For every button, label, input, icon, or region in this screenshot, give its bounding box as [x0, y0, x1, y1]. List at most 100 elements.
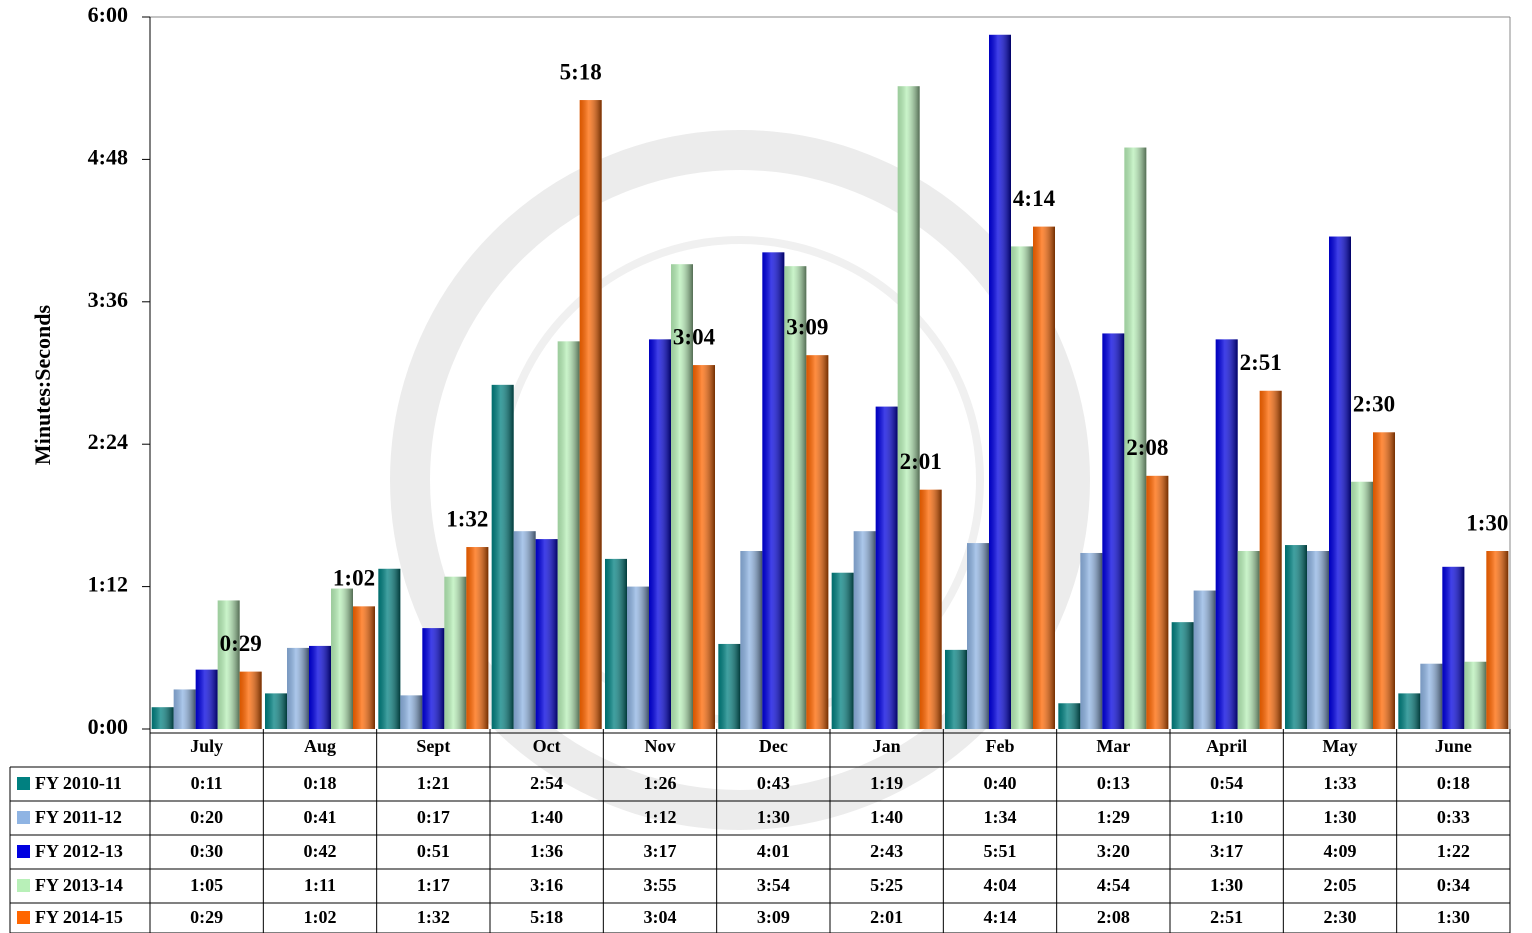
bar-shade — [945, 649, 967, 729]
table-cell: 4:14 — [984, 907, 1017, 927]
x-tick-label: Aug — [304, 736, 336, 756]
table-cell: 0:17 — [417, 807, 450, 827]
bar-shade — [1033, 226, 1055, 729]
table-cell: 1:29 — [1097, 807, 1130, 827]
bar-shade — [671, 264, 693, 729]
legend-label: FY 2013-14 — [35, 875, 123, 895]
table-cell: 0:11 — [191, 773, 223, 793]
table-cell: 2:05 — [1324, 875, 1357, 895]
bar-shade — [491, 384, 514, 729]
bar-shade — [784, 266, 807, 729]
table-cell: 1:33 — [1324, 773, 1357, 793]
data-label: 2:08 — [1126, 435, 1168, 460]
x-tick-label: Nov — [645, 736, 676, 756]
bar-shade — [1373, 432, 1395, 729]
legend-swatch — [17, 911, 30, 924]
table-cell: 0:34 — [1437, 875, 1470, 895]
bar-shade — [239, 671, 262, 729]
table-cell: 1:40 — [530, 807, 563, 827]
table-cell: 0:43 — [757, 773, 790, 793]
data-label: 3:04 — [673, 324, 716, 349]
bar-shade — [627, 586, 649, 729]
table-cell: 1:26 — [644, 773, 677, 793]
data-label: 2:51 — [1240, 350, 1282, 375]
bar-shade — [1307, 551, 1329, 729]
bar-shade — [331, 588, 353, 729]
table-cell: 0:41 — [304, 807, 337, 827]
table-cell: 1:11 — [304, 875, 336, 895]
y-tick-label: 2:24 — [88, 429, 128, 454]
table-cell: 1:30 — [1210, 875, 1243, 895]
bar-shade — [287, 647, 309, 729]
data-label: 2:30 — [1353, 392, 1395, 417]
bar-shade — [989, 34, 1011, 730]
bar-shade — [1486, 551, 1509, 729]
legend-swatch — [17, 811, 30, 824]
table-cell: 3:17 — [1210, 841, 1243, 861]
x-tick-label: Jan — [873, 736, 901, 756]
bar-shade — [605, 558, 627, 729]
x-tick-label: Sept — [416, 736, 450, 756]
table-cell: 4:04 — [984, 875, 1017, 895]
table-cell: 0:42 — [304, 841, 337, 861]
data-label: 5:18 — [560, 59, 602, 84]
x-tick-label: Dec — [759, 736, 788, 756]
y-tick-label: 4:48 — [88, 144, 128, 169]
bar-shade — [422, 628, 445, 729]
table-cell: 2:54 — [530, 773, 563, 793]
bar-shade — [1011, 246, 1033, 729]
y-tick-label: 3:36 — [88, 287, 128, 312]
x-tick-label: April — [1206, 736, 1247, 756]
table-cell: 5:51 — [984, 841, 1017, 861]
table-cell: 0:13 — [1097, 773, 1130, 793]
table-cell: 1:36 — [530, 841, 563, 861]
table-cell: 0:40 — [984, 773, 1017, 793]
table-cell: 0:20 — [190, 807, 223, 827]
table-cell: 1:40 — [870, 807, 903, 827]
bar-shade — [1193, 590, 1216, 729]
bar-shade — [195, 669, 218, 729]
bar-shade — [649, 339, 671, 729]
table-cell: 3:09 — [757, 907, 790, 927]
bar-shade — [1259, 390, 1282, 729]
y-axis-label: Minutes:Seconds — [30, 305, 55, 466]
bar-shade — [513, 531, 536, 729]
x-tick-label: Oct — [533, 736, 561, 756]
legend-label: FY 2012-13 — [35, 841, 123, 861]
bar-shade — [466, 547, 489, 729]
bar-shade — [265, 693, 287, 729]
bar-shade — [1351, 481, 1373, 729]
bar-shade — [173, 689, 196, 729]
table-cell: 0:29 — [190, 907, 223, 927]
table-cell: 3:55 — [644, 875, 677, 895]
bar-shade — [444, 576, 467, 729]
table-cell: 0:30 — [190, 841, 223, 861]
table-cell: 1:32 — [417, 907, 450, 927]
bar-shade — [217, 600, 240, 729]
table-cell: 1:17 — [417, 875, 450, 895]
legend-swatch — [17, 879, 30, 892]
legend-swatch — [17, 845, 30, 858]
data-label: 2:01 — [900, 449, 942, 474]
bar-shade — [557, 341, 580, 729]
data-label: 0:29 — [220, 631, 262, 656]
bar-shade — [919, 489, 942, 729]
y-tick-label: 0:00 — [88, 714, 128, 739]
bar-shade — [762, 252, 785, 729]
data-label: 1:02 — [333, 566, 375, 591]
bar-shade — [1171, 622, 1194, 729]
table-cell: 1:05 — [190, 875, 223, 895]
table-cell: 3:17 — [644, 841, 677, 861]
bar-shade — [1464, 661, 1487, 729]
bar-shade — [1442, 566, 1465, 729]
bar-shade — [1146, 475, 1169, 729]
bar-shade — [831, 572, 854, 729]
legend-label: FY 2014-15 — [35, 907, 123, 927]
table-cell: 0:54 — [1210, 773, 1243, 793]
table-cell: 0:18 — [1437, 773, 1470, 793]
x-tick-label: Mar — [1096, 736, 1130, 756]
bar-shade — [151, 707, 174, 729]
table-cell: 4:01 — [757, 841, 790, 861]
x-tick-label: June — [1435, 736, 1472, 756]
table-cell: 2:08 — [1097, 907, 1130, 927]
